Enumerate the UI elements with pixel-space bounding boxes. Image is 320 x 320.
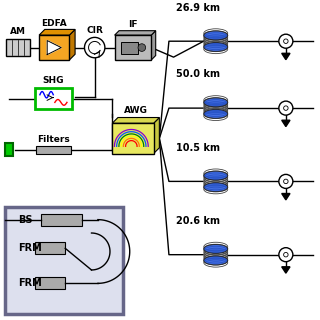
Text: CIR: CIR bbox=[86, 26, 103, 35]
Ellipse shape bbox=[204, 244, 228, 253]
Text: BS: BS bbox=[18, 215, 33, 225]
Text: IF: IF bbox=[128, 20, 138, 29]
Polygon shape bbox=[282, 53, 290, 60]
FancyBboxPatch shape bbox=[5, 143, 12, 156]
Polygon shape bbox=[112, 117, 159, 123]
FancyBboxPatch shape bbox=[112, 123, 154, 154]
FancyBboxPatch shape bbox=[115, 35, 151, 60]
Polygon shape bbox=[115, 31, 156, 35]
Ellipse shape bbox=[204, 98, 228, 107]
Circle shape bbox=[279, 248, 293, 262]
Ellipse shape bbox=[204, 183, 228, 192]
FancyBboxPatch shape bbox=[121, 42, 139, 54]
FancyBboxPatch shape bbox=[35, 88, 72, 109]
Text: 10.5 km: 10.5 km bbox=[176, 143, 220, 153]
Text: 20.6 km: 20.6 km bbox=[176, 216, 220, 226]
Polygon shape bbox=[47, 41, 61, 55]
FancyBboxPatch shape bbox=[204, 249, 228, 260]
Circle shape bbox=[279, 174, 293, 188]
Circle shape bbox=[284, 39, 288, 44]
Ellipse shape bbox=[204, 43, 228, 52]
Circle shape bbox=[138, 44, 146, 52]
Text: AM: AM bbox=[10, 27, 26, 36]
Text: EDFA: EDFA bbox=[41, 19, 67, 28]
FancyBboxPatch shape bbox=[35, 242, 65, 254]
Ellipse shape bbox=[204, 256, 228, 265]
Polygon shape bbox=[69, 29, 75, 60]
Polygon shape bbox=[282, 120, 290, 127]
Circle shape bbox=[284, 179, 288, 184]
Text: FRM: FRM bbox=[18, 243, 42, 253]
Polygon shape bbox=[282, 194, 290, 200]
Circle shape bbox=[284, 252, 288, 257]
Polygon shape bbox=[151, 31, 156, 60]
FancyBboxPatch shape bbox=[39, 35, 69, 60]
Text: Filters: Filters bbox=[37, 135, 70, 144]
Polygon shape bbox=[282, 267, 290, 273]
Text: AWG: AWG bbox=[124, 106, 148, 115]
Circle shape bbox=[284, 106, 288, 110]
Ellipse shape bbox=[204, 109, 228, 118]
FancyBboxPatch shape bbox=[41, 213, 82, 226]
Text: FRM: FRM bbox=[18, 278, 42, 288]
Text: 50.0 km: 50.0 km bbox=[176, 69, 220, 79]
Circle shape bbox=[84, 37, 105, 58]
FancyBboxPatch shape bbox=[204, 176, 228, 187]
FancyBboxPatch shape bbox=[35, 277, 65, 289]
FancyBboxPatch shape bbox=[36, 146, 71, 154]
Circle shape bbox=[279, 101, 293, 115]
FancyBboxPatch shape bbox=[204, 36, 228, 47]
FancyBboxPatch shape bbox=[5, 207, 123, 314]
Text: SHG: SHG bbox=[43, 76, 64, 85]
Ellipse shape bbox=[204, 31, 228, 40]
Polygon shape bbox=[39, 29, 75, 35]
Polygon shape bbox=[154, 117, 159, 154]
Text: 26.9 km: 26.9 km bbox=[176, 3, 220, 12]
FancyBboxPatch shape bbox=[204, 102, 228, 114]
Circle shape bbox=[279, 34, 293, 48]
FancyBboxPatch shape bbox=[6, 39, 30, 56]
Ellipse shape bbox=[204, 171, 228, 180]
